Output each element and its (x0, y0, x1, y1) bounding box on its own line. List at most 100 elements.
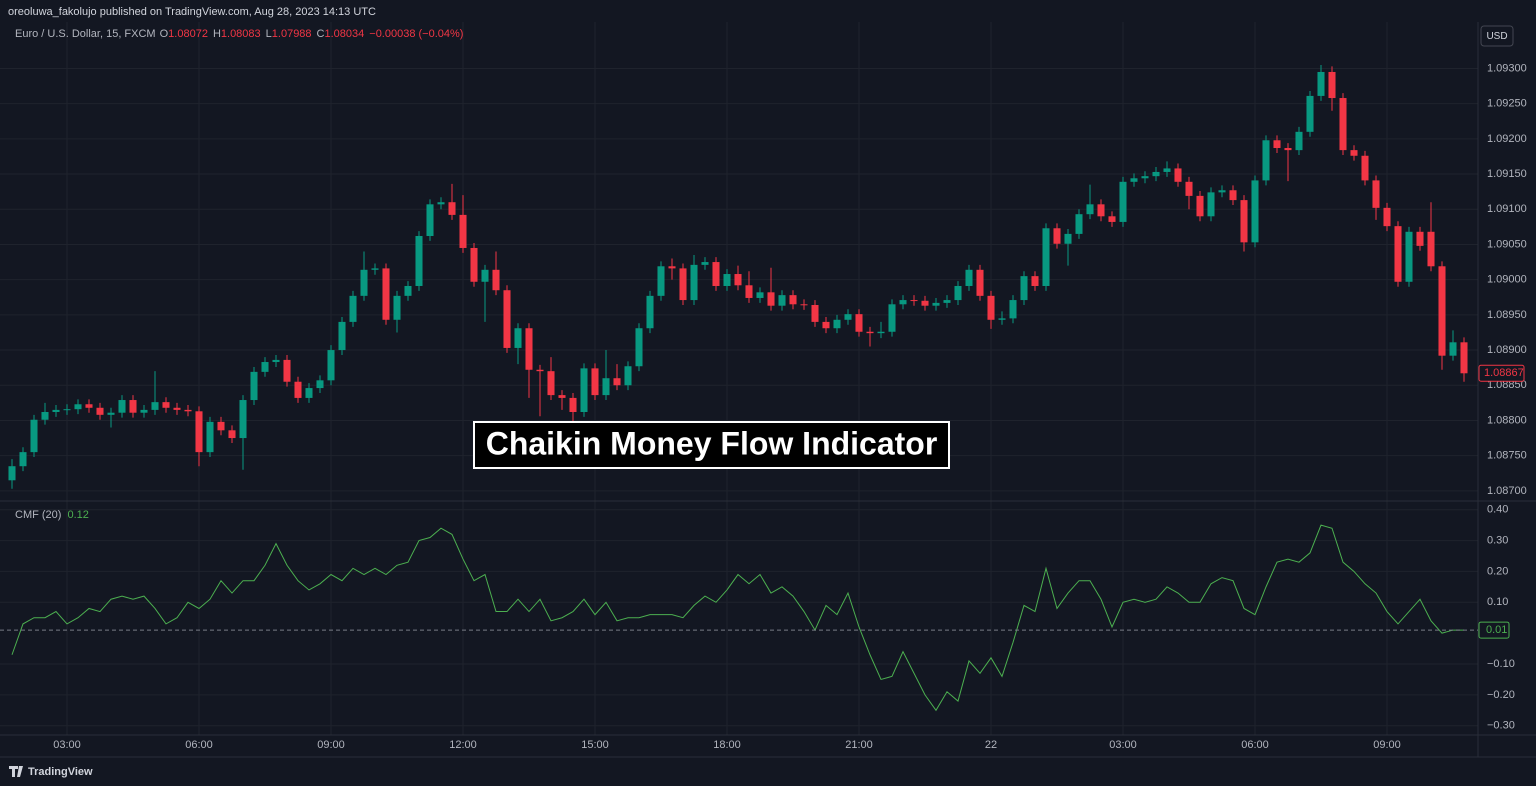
candle-body (1174, 168, 1182, 182)
candle-body (1372, 180, 1380, 208)
candle-body (943, 300, 951, 303)
candle-body (756, 292, 764, 298)
y-tick-label: −0.10 (1487, 658, 1515, 670)
x-tick-label: 06:00 (1241, 739, 1269, 751)
candle-body (184, 409, 192, 412)
candle-body (437, 202, 445, 205)
candle-body (1273, 140, 1281, 149)
x-tick-label: 09:00 (317, 739, 345, 751)
candle-body (382, 268, 390, 320)
candle-body (1141, 176, 1149, 179)
quote-key: L (266, 28, 272, 40)
candle-body (1053, 228, 1061, 244)
candle-body (261, 362, 269, 372)
annotation-box (473, 421, 950, 469)
y-tick-label: −0.30 (1487, 720, 1515, 732)
candle-body (448, 202, 456, 215)
candle-body (712, 262, 720, 286)
candle-body (1196, 195, 1204, 217)
candle-body (195, 411, 203, 453)
last-price-box (1478, 364, 1525, 382)
last-value-label: 0.01 (1486, 624, 1507, 636)
candle-body (1075, 214, 1083, 234)
x-tick-label: 21:00 (845, 739, 873, 751)
candle-body (547, 371, 555, 396)
annotation: Chaikin Money Flow Indicator (486, 425, 938, 461)
candle-body (800, 304, 808, 306)
candle-body (1350, 150, 1358, 156)
candle-body (1097, 204, 1105, 217)
candle-body (1031, 276, 1039, 286)
candle-body (1449, 342, 1457, 356)
candle-body (888, 304, 896, 332)
candle-body (1427, 231, 1435, 267)
candle-body (1130, 178, 1138, 182)
y-tick-label: 1.09200 (1487, 133, 1527, 145)
quote-value: 1.08072 (168, 28, 208, 40)
quote-key: C (317, 28, 325, 40)
candle-body (470, 247, 478, 282)
candle-body (1339, 98, 1347, 151)
currency[interactable]: USD (1486, 31, 1507, 42)
y-tick-label: 1.09000 (1487, 274, 1527, 286)
candle-body (1460, 342, 1468, 374)
candle-body (338, 321, 346, 351)
x-tick-label: 06:00 (185, 739, 213, 751)
y-tick-label: 0.20 (1487, 565, 1508, 577)
candle-body (1361, 155, 1369, 181)
candle-body (217, 421, 225, 431)
candle-body (1163, 168, 1171, 172)
candle-body (954, 285, 962, 301)
y-tick-label: 1.09050 (1487, 238, 1527, 250)
candle-body (228, 430, 236, 439)
candle-body (569, 397, 577, 413)
candle-body (459, 214, 467, 248)
candle-body (140, 409, 148, 413)
candle-body (52, 409, 60, 413)
candle-body (30, 419, 38, 453)
candle-body (1218, 190, 1226, 193)
candle-body (525, 328, 533, 370)
candle-body (778, 295, 786, 306)
candle-body (723, 274, 731, 286)
candle-body (1229, 190, 1237, 201)
candle-body (118, 400, 126, 413)
candle-body (481, 269, 489, 282)
indicator-name: CMF (20) (15, 509, 61, 521)
candle-body (426, 204, 434, 237)
candle-body (1086, 204, 1094, 215)
last-price-label: 1.08867 (1484, 367, 1524, 379)
candle-body (1042, 228, 1050, 286)
y-tick-label: 1.08850 (1487, 379, 1527, 391)
candle-body (811, 304, 819, 322)
candle-body (833, 319, 841, 329)
candle-body (657, 266, 665, 296)
indicator-value: 0.12 (67, 509, 88, 521)
candle-body (360, 269, 368, 296)
candle-body (1383, 207, 1391, 227)
candle-body (283, 359, 291, 382)
y-tick-label: 1.08950 (1487, 309, 1527, 321)
candle-body (1064, 233, 1072, 244)
quote-change: −0.00038 (−0.04%) (369, 28, 463, 40)
candle-body (1009, 300, 1017, 319)
candle-body (1295, 131, 1303, 151)
candle-body (932, 302, 940, 306)
candle-body (613, 378, 621, 386)
candle-body (646, 295, 654, 329)
candle-body (96, 407, 104, 415)
candle-body (690, 264, 698, 301)
candle-body (349, 295, 357, 322)
candle-body (272, 359, 280, 363)
currency-box[interactable] (1480, 25, 1514, 47)
x-tick-label: 15:00 (581, 739, 609, 751)
candle-body (624, 366, 632, 386)
candle-body (503, 290, 511, 348)
candle-body (85, 404, 93, 408)
y-tick-label: 1.09300 (1487, 62, 1527, 74)
candle-body (19, 452, 27, 467)
candle-body (316, 380, 324, 389)
candle-body (63, 409, 71, 411)
candle-body (701, 262, 709, 265)
